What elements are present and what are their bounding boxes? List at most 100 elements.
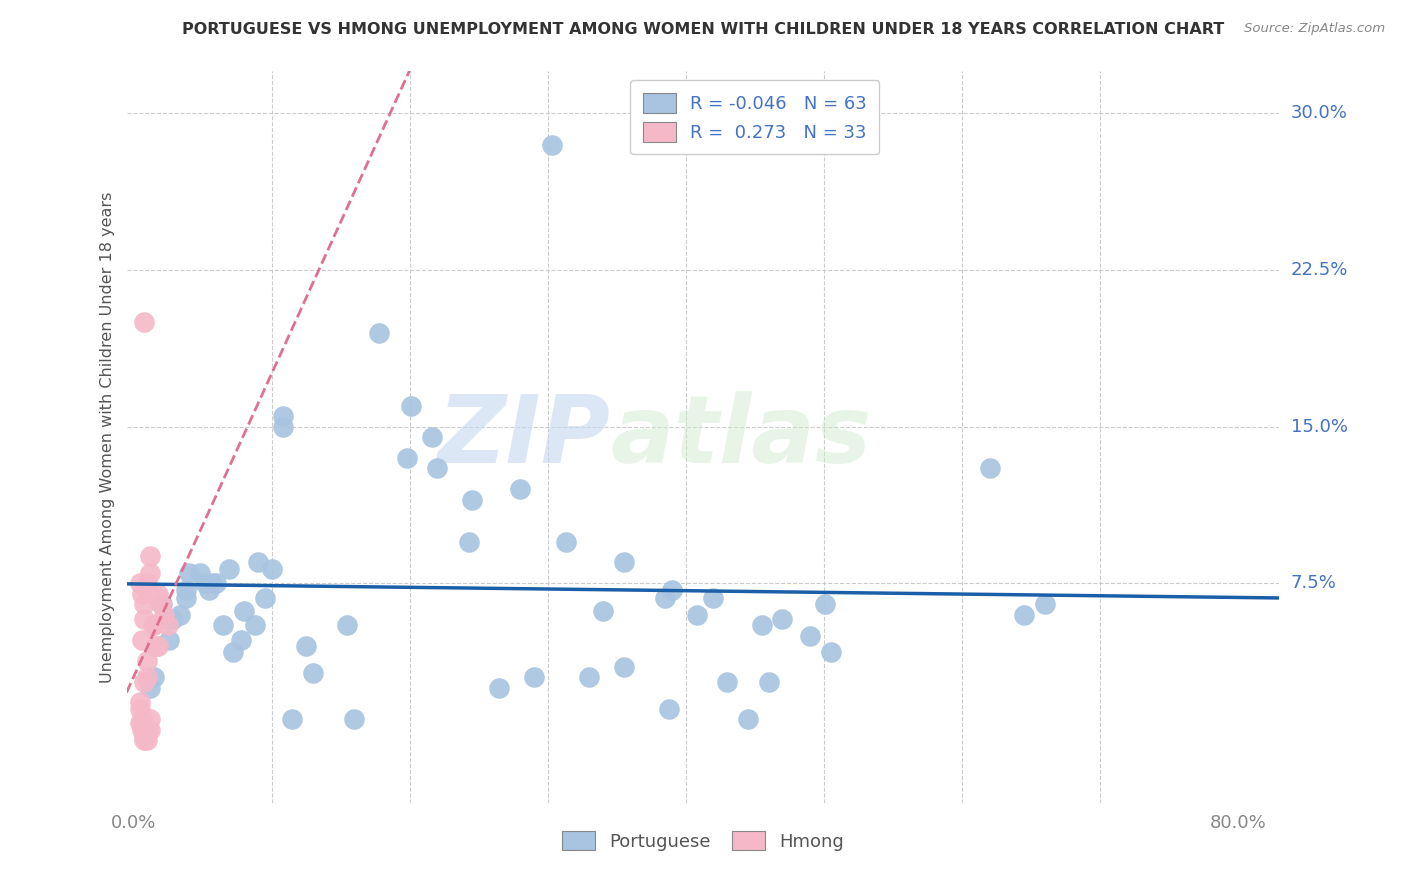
Point [139, 681, 162, 695]
Point [148, 587, 170, 601]
Point [613, 660, 636, 674]
Point [554, 534, 576, 549]
Point [131, 723, 153, 737]
Text: 15.0%: 15.0% [1291, 417, 1347, 435]
Point [716, 674, 738, 689]
Point [148, 591, 170, 605]
Point [136, 670, 159, 684]
Point [271, 419, 294, 434]
Point [281, 712, 304, 726]
Point [426, 461, 449, 475]
Point [420, 430, 443, 444]
Point [139, 549, 162, 564]
Point [231, 632, 253, 647]
Point [395, 450, 418, 465]
Point [979, 461, 1001, 475]
Point [212, 618, 235, 632]
Point [820, 645, 842, 659]
Point [174, 582, 197, 597]
Text: PORTUGUESE VS HMONG UNEMPLOYMENT AMONG WOMEN WITH CHILDREN UNDER 18 YEARS CORREL: PORTUGUESE VS HMONG UNEMPLOYMENT AMONG W… [181, 22, 1225, 37]
Point [205, 576, 228, 591]
Point [770, 612, 793, 626]
Point [218, 562, 240, 576]
Point [509, 483, 531, 497]
Point [129, 716, 152, 731]
Point [799, 629, 821, 643]
Text: ZIP: ZIP [437, 391, 610, 483]
Point [260, 562, 283, 576]
Point [458, 534, 481, 549]
Y-axis label: Unemployment Among Women with Children Under 18 years: Unemployment Among Women with Children U… [100, 192, 115, 682]
Point [142, 618, 165, 632]
Point [661, 582, 683, 597]
Point [136, 576, 159, 591]
Point [139, 723, 162, 737]
Point [131, 712, 153, 726]
Point [336, 618, 359, 632]
Point [343, 712, 366, 726]
Point [134, 612, 156, 626]
Point [737, 712, 759, 726]
Point [222, 645, 245, 659]
Point [156, 612, 179, 626]
Point [143, 618, 166, 632]
Point [271, 409, 294, 424]
Point [153, 607, 176, 622]
Point [134, 733, 156, 747]
Point [540, 137, 562, 152]
Point [174, 591, 197, 605]
Point [188, 566, 211, 580]
Point [129, 702, 152, 716]
Point [134, 315, 156, 329]
Point [152, 597, 174, 611]
Point [129, 576, 152, 591]
Point [814, 597, 837, 611]
Point [658, 702, 681, 716]
Point [194, 576, 217, 591]
Point [253, 591, 276, 605]
Point [295, 639, 318, 653]
Point [169, 607, 191, 622]
Text: atlas: atlas [610, 391, 872, 483]
Point [157, 632, 180, 647]
Point [177, 566, 200, 580]
Point [654, 591, 676, 605]
Text: 22.5%: 22.5% [1291, 260, 1348, 279]
Point [136, 723, 159, 737]
Point [136, 654, 159, 668]
Point [131, 587, 153, 601]
Point [198, 582, 221, 597]
Point [148, 639, 170, 653]
Point [143, 670, 166, 684]
Point [758, 674, 780, 689]
Point [134, 674, 156, 689]
Point [129, 696, 152, 710]
Point [131, 632, 153, 647]
Point [243, 618, 266, 632]
Point [461, 492, 484, 507]
Point [145, 639, 167, 653]
Point [399, 399, 422, 413]
Point [702, 591, 724, 605]
Point [201, 576, 224, 591]
Point [139, 712, 162, 726]
Point [488, 681, 510, 695]
Point [150, 597, 173, 611]
Point [136, 733, 159, 747]
Text: 30.0%: 30.0% [1291, 104, 1347, 122]
Point [302, 666, 325, 681]
Point [232, 603, 254, 617]
Legend: Portuguese, Hmong: Portuguese, Hmong [553, 822, 853, 860]
Point [1012, 607, 1035, 622]
Point [686, 607, 709, 622]
Point [523, 670, 546, 684]
Point [578, 670, 600, 684]
Point [156, 618, 179, 632]
Point [368, 326, 391, 340]
Text: 7.5%: 7.5% [1291, 574, 1337, 592]
Point [592, 603, 614, 617]
Point [751, 618, 773, 632]
Text: Source: ZipAtlas.com: Source: ZipAtlas.com [1244, 22, 1385, 36]
Point [162, 612, 184, 626]
Point [134, 597, 156, 611]
